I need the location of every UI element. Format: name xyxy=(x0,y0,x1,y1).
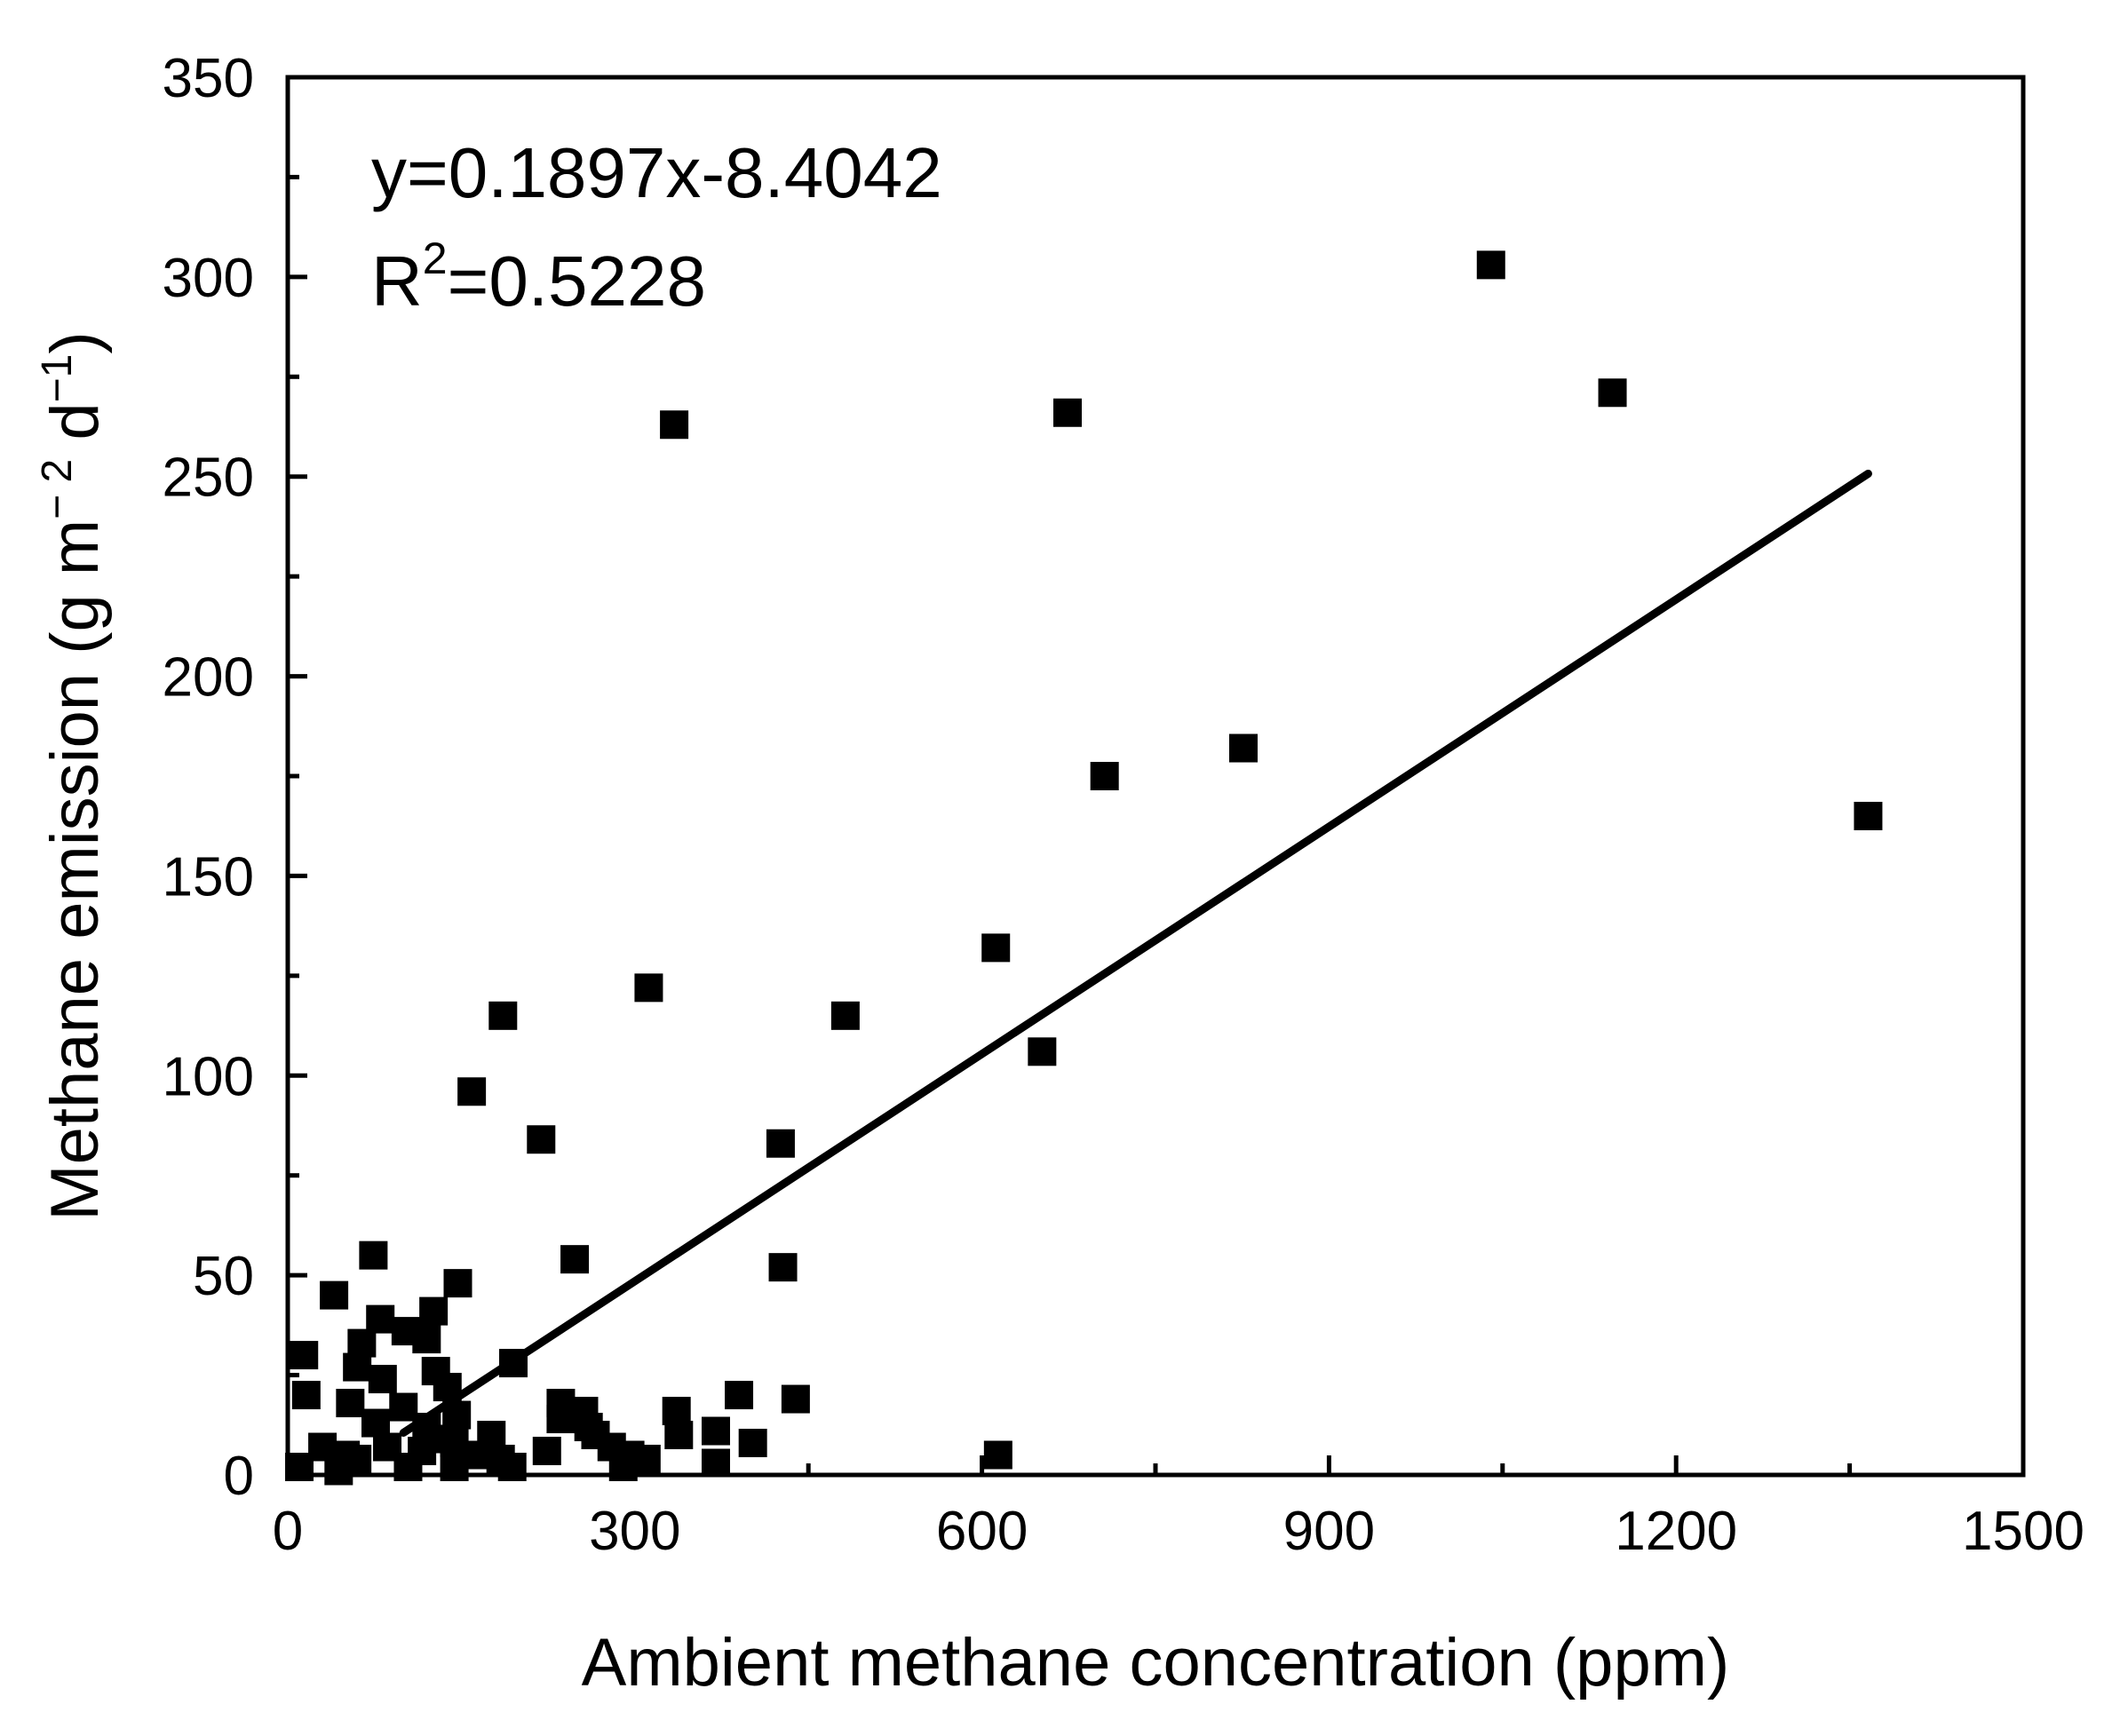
data-point xyxy=(1854,801,1883,830)
data-point xyxy=(1028,1037,1057,1066)
data-point xyxy=(701,1448,730,1478)
data-point xyxy=(1476,250,1505,280)
data-point xyxy=(291,1381,321,1410)
data-point xyxy=(488,1001,518,1030)
x-tick-label: 300 xyxy=(589,1501,680,1562)
data-point xyxy=(701,1416,730,1446)
x-tick-label: 900 xyxy=(1283,1501,1375,1562)
data-points xyxy=(285,250,1883,1486)
data-point xyxy=(546,1405,576,1434)
data-point xyxy=(1229,733,1259,763)
data-point xyxy=(738,1429,767,1458)
data-point xyxy=(419,1296,449,1326)
x-tick-label: 1500 xyxy=(1962,1501,2084,1562)
data-point xyxy=(983,1440,1012,1470)
data-point xyxy=(285,1453,314,1482)
data-point xyxy=(1090,762,1119,790)
y-tick-label: 0 xyxy=(224,1446,254,1507)
y-axis-title: Methane emission (g m− 2 d−1) xyxy=(34,331,113,1220)
data-point xyxy=(664,1421,694,1450)
data-point xyxy=(366,1304,395,1334)
data-point xyxy=(368,1365,397,1394)
data-point xyxy=(343,1352,372,1382)
y-tick-label: 200 xyxy=(163,647,254,709)
data-point xyxy=(527,1125,556,1154)
y-tick-label: 250 xyxy=(163,448,254,509)
data-point xyxy=(781,1384,810,1414)
x-axis: 0 300 600 900 1200 1500 xyxy=(273,1455,2084,1562)
data-point xyxy=(608,1453,638,1482)
data-point xyxy=(440,1453,469,1482)
data-point xyxy=(1598,378,1627,408)
data-point xyxy=(1052,398,1082,427)
data-point xyxy=(361,1408,391,1438)
x-tick-label: 1200 xyxy=(1615,1501,1737,1562)
data-point xyxy=(324,1456,353,1486)
data-point xyxy=(393,1453,423,1482)
y-axis: 0 50 100 150 200 250 300 350 xyxy=(163,48,307,1507)
data-point xyxy=(347,1328,377,1358)
data-point xyxy=(768,1253,798,1282)
y-tick-label: 350 xyxy=(163,48,254,109)
x-axis-title: Ambient methane concentration (ppm) xyxy=(582,1625,1730,1700)
data-point xyxy=(662,1397,691,1426)
y-tick-label: 150 xyxy=(163,846,254,908)
data-point xyxy=(443,1269,472,1298)
data-point xyxy=(830,1001,860,1030)
y-tick-label: 300 xyxy=(163,248,254,309)
data-point xyxy=(634,973,663,1003)
data-point xyxy=(981,933,1011,963)
data-point xyxy=(766,1129,795,1158)
data-point xyxy=(412,1325,441,1354)
r-squared-superscript: 2 xyxy=(423,234,448,283)
y-tick-label: 50 xyxy=(193,1246,254,1307)
y-tick-label: 100 xyxy=(163,1046,254,1107)
data-point xyxy=(725,1381,754,1410)
equation-label: y=0.1897x-8.4042 xyxy=(371,133,942,212)
data-point xyxy=(532,1437,561,1466)
data-point xyxy=(560,1245,590,1274)
data-point xyxy=(497,1453,527,1482)
x-tick-label: 0 xyxy=(273,1501,303,1562)
regression-line xyxy=(399,469,1872,1437)
data-point xyxy=(359,1241,388,1270)
data-point xyxy=(320,1280,349,1310)
r-squared-label: R2=0.5228 xyxy=(371,234,706,321)
x-tick-label: 600 xyxy=(936,1501,1028,1562)
data-point xyxy=(457,1077,487,1106)
data-point xyxy=(660,410,689,440)
data-point xyxy=(336,1389,365,1418)
data-point xyxy=(290,1341,319,1370)
